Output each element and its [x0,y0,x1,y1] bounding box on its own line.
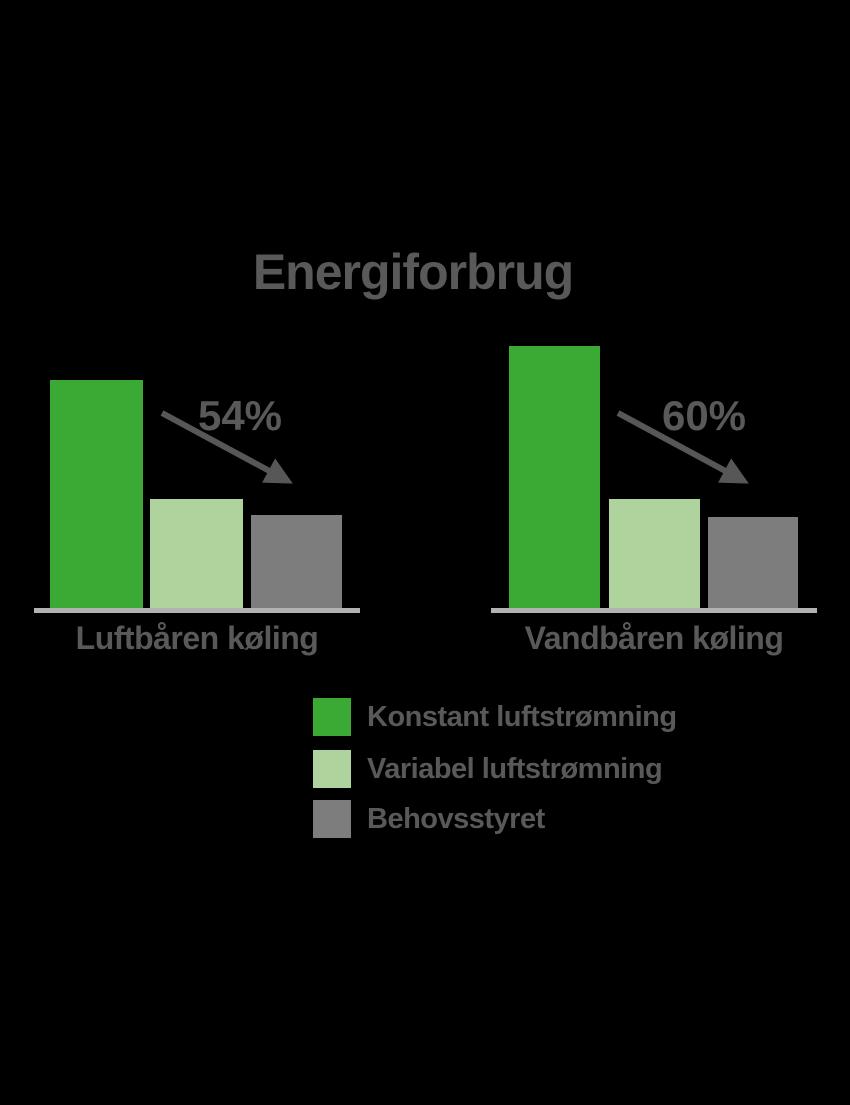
legend-swatch-behovsstyret [313,800,351,838]
reduction-label-left: 54% [197,392,283,439]
bar-vandbaren-konstant [509,346,600,608]
group-label-vandbaren: Vandbåren køling [524,620,784,656]
legend-row-behovsstyret: Behovsstyret [313,800,545,838]
legend-label-variabel: Variabel luftstrømning [367,752,663,785]
reduction-arrow-right [616,410,749,484]
baseline-left [34,608,360,613]
group-label-luftbaren: Luftbåren køling [75,620,319,656]
reduction-label-right: 60% [661,392,747,439]
legend-swatch-variabel [313,750,351,788]
legend-row-konstant: Konstant luftstrømning [313,698,677,736]
legend-swatch-konstant [313,698,351,736]
legend-label-konstant: Konstant luftstrømning [367,700,677,733]
legend-label-behovsstyret: Behovsstyret [367,802,545,835]
bar-vandbaren-behovsstyret [708,517,798,608]
chart-title: Energiforbrug [252,244,574,300]
baseline-right [491,608,817,613]
reduction-arrow-left [160,410,293,484]
bar-luftbaren-variabel [150,499,243,608]
bar-vandbaren-variabel [609,499,700,608]
legend-row-variabel: Variabel luftstrømning [313,750,663,788]
bar-luftbaren-konstant [50,380,143,608]
bar-luftbaren-behovsstyret [251,515,342,608]
